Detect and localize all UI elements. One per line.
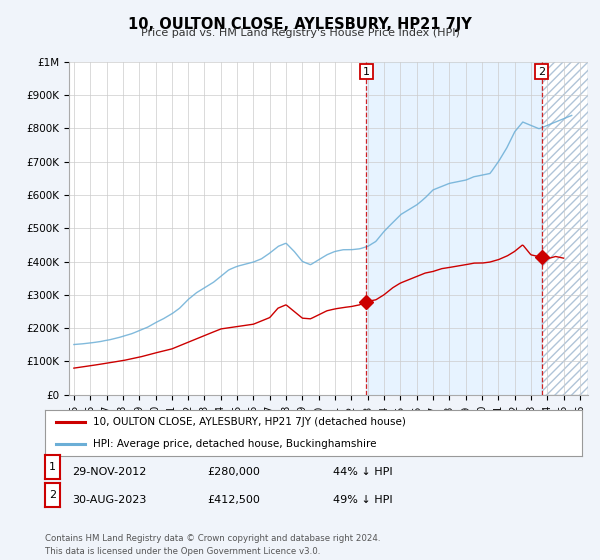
- Text: 2: 2: [538, 67, 545, 77]
- Text: £280,000: £280,000: [207, 467, 260, 477]
- Bar: [542, 62, 588, 395]
- Text: Contains HM Land Registry data © Crown copyright and database right 2024.
This d: Contains HM Land Registry data © Crown c…: [45, 534, 380, 556]
- Text: 29-NOV-2012: 29-NOV-2012: [72, 467, 146, 477]
- Text: 10, OULTON CLOSE, AYLESBURY, HP21 7JY (detached house): 10, OULTON CLOSE, AYLESBURY, HP21 7JY (d…: [94, 417, 406, 427]
- Text: 1: 1: [363, 67, 370, 77]
- Bar: [367, 62, 542, 395]
- Text: 49% ↓ HPI: 49% ↓ HPI: [333, 495, 392, 505]
- Text: HPI: Average price, detached house, Buckinghamshire: HPI: Average price, detached house, Buck…: [94, 439, 377, 449]
- Text: 10, OULTON CLOSE, AYLESBURY, HP21 7JY: 10, OULTON CLOSE, AYLESBURY, HP21 7JY: [128, 17, 472, 32]
- Text: Price paid vs. HM Land Registry's House Price Index (HPI): Price paid vs. HM Land Registry's House …: [140, 28, 460, 38]
- Text: 44% ↓ HPI: 44% ↓ HPI: [333, 467, 392, 477]
- Text: 30-AUG-2023: 30-AUG-2023: [72, 495, 146, 505]
- Text: 2: 2: [49, 490, 56, 500]
- Text: 1: 1: [49, 462, 56, 472]
- Text: £412,500: £412,500: [207, 495, 260, 505]
